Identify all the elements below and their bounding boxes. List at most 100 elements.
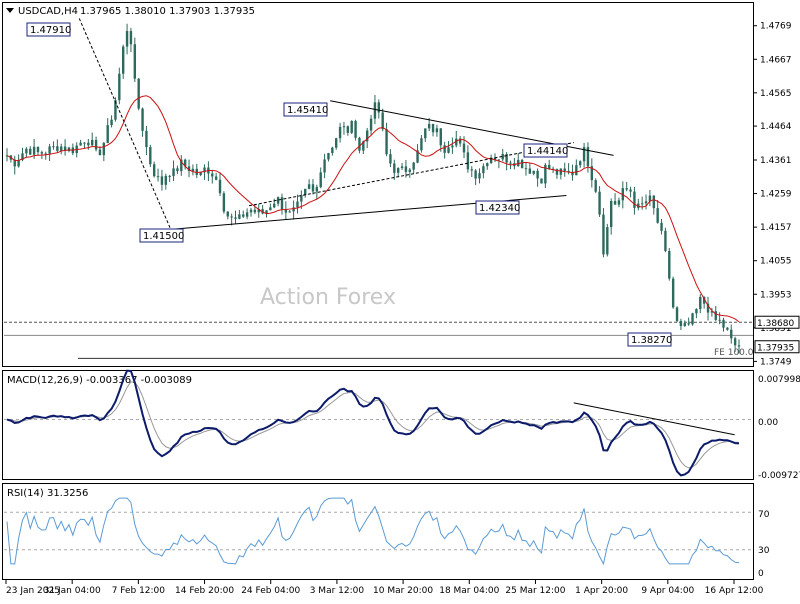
candle-body — [369, 118, 373, 131]
candle — [52, 141, 55, 150]
candle — [400, 162, 404, 170]
candle — [304, 188, 307, 198]
last-price-tag: 1.37935 — [754, 340, 800, 354]
macd-tick-zero: 0.00 — [758, 418, 778, 428]
candle-body — [319, 172, 322, 188]
candle — [307, 179, 311, 190]
candle — [56, 139, 59, 153]
candle-body — [652, 195, 655, 209]
candle — [625, 181, 628, 192]
candle-body — [443, 145, 446, 153]
candle-body — [671, 278, 675, 308]
candle-body — [338, 126, 342, 139]
candle-body — [489, 157, 493, 164]
candle-body — [474, 170, 477, 179]
candle-body — [590, 166, 594, 181]
candle — [528, 163, 532, 174]
candle — [160, 169, 164, 191]
candle — [276, 196, 280, 207]
candle-body — [567, 170, 570, 172]
candle-body — [21, 153, 24, 160]
candle-body — [83, 142, 86, 144]
candle-body — [331, 147, 334, 154]
candle-body — [323, 159, 326, 173]
candle-body — [238, 214, 241, 219]
candle-body — [346, 126, 350, 133]
annotation-text: 1.47910 — [30, 25, 71, 36]
candle-body — [606, 227, 609, 255]
candle — [269, 203, 272, 211]
candle — [420, 134, 423, 153]
candle — [211, 169, 214, 184]
candle-body — [94, 139, 98, 150]
candle — [447, 141, 450, 154]
candle — [443, 141, 446, 159]
candle-body — [327, 153, 330, 160]
rsi-title: RSI(14) 31.3256 — [7, 488, 88, 499]
candle-body — [183, 159, 187, 167]
x-tick-label: 31 Jan 04:00 — [44, 586, 101, 596]
candle-body — [307, 184, 311, 189]
candle — [13, 155, 16, 175]
candle — [110, 115, 113, 128]
candle-body — [288, 211, 291, 213]
candle-body — [702, 296, 706, 304]
candle-body — [613, 200, 617, 205]
annotation-text: 1.44140 — [527, 146, 568, 157]
dropdown-icon[interactable] — [6, 8, 14, 13]
last-tag-text: 1.37935 — [757, 344, 794, 354]
candle — [660, 218, 663, 235]
trendline-dashed-rise — [248, 142, 574, 207]
candle — [195, 163, 198, 179]
candle-body — [424, 128, 427, 139]
candle-body — [98, 149, 102, 156]
candle — [342, 121, 346, 135]
candle — [520, 158, 524, 169]
candle — [60, 143, 63, 155]
candle-body — [300, 195, 303, 202]
candle-body — [617, 200, 621, 205]
candle-body — [664, 230, 667, 251]
candle — [548, 159, 551, 170]
candle — [613, 193, 617, 205]
candle-body — [230, 216, 233, 218]
candle — [280, 193, 284, 215]
candle — [563, 162, 566, 177]
candle-body — [304, 188, 307, 196]
candle-body — [505, 154, 508, 163]
macd-title: MACD(12,26,9) -0.003367 -0.003089 — [7, 375, 192, 386]
candle — [617, 197, 621, 208]
candle-body — [226, 211, 229, 217]
candle — [129, 27, 133, 52]
candle — [579, 160, 582, 168]
candle-body — [644, 201, 648, 204]
candle — [691, 312, 694, 326]
macd-layer — [4, 369, 753, 477]
candle — [385, 122, 388, 157]
candle-body — [365, 130, 369, 142]
symbol-title: USDCAD,H4 — [18, 6, 78, 17]
candle — [346, 125, 350, 136]
annotation-text: 1.45410 — [287, 105, 328, 116]
candle-body — [242, 214, 245, 217]
candle — [203, 164, 206, 180]
candle — [730, 324, 733, 344]
candle-body — [730, 329, 733, 339]
x-tick-label: 7 Feb 12:00 — [112, 586, 166, 596]
macd-tick-bottom: -0.009727 — [758, 471, 800, 481]
candle-body — [29, 148, 32, 155]
candle-body — [540, 178, 543, 184]
price-tick-label: 1.4055 — [760, 257, 792, 267]
candle — [455, 130, 458, 148]
candle — [156, 168, 160, 182]
candle-body — [160, 176, 164, 185]
candle-body — [87, 142, 90, 146]
candle-body — [625, 188, 628, 190]
candle-body — [691, 313, 694, 325]
annotation-text: 1.41500 — [143, 231, 184, 242]
last-tag-box — [754, 340, 800, 354]
annotation-label: 1.38270 — [627, 332, 672, 347]
price-tick-label: 1.4361 — [760, 156, 792, 166]
candle — [44, 151, 47, 160]
